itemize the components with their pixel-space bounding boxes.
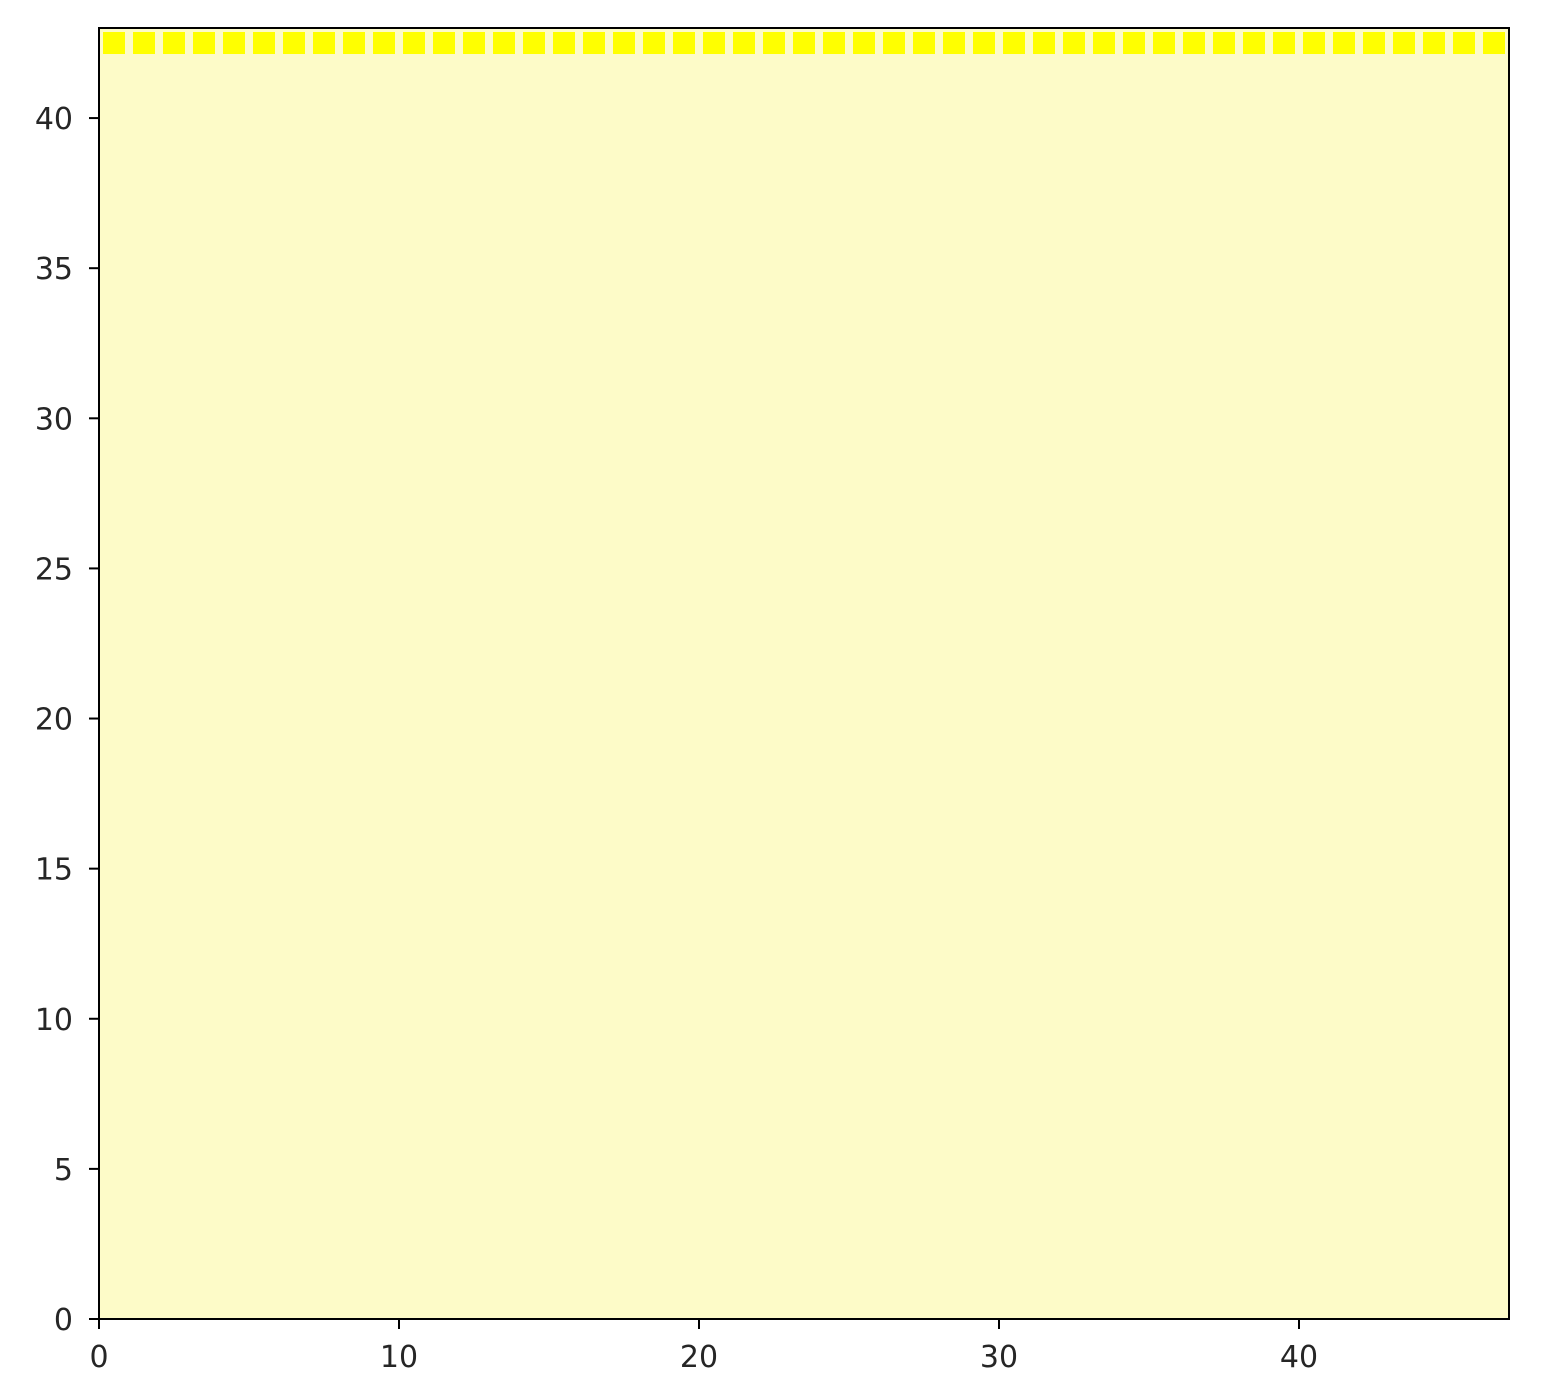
marker-point (433, 32, 455, 55)
data-markers (103, 32, 1505, 55)
y-tick-label: 30 (35, 402, 73, 437)
marker-point (553, 32, 575, 55)
y-tick-label: 0 (54, 1303, 73, 1338)
marker-point (973, 32, 995, 55)
marker-point (1213, 32, 1235, 55)
marker-point (823, 32, 845, 55)
marker-point (133, 32, 155, 55)
y-tick-label: 5 (54, 1153, 73, 1188)
plot-area-background (99, 28, 1509, 1319)
marker-point (493, 32, 515, 55)
x-tick-label: 20 (680, 1340, 718, 1375)
x-tick-label: 10 (380, 1340, 418, 1375)
marker-point (1063, 32, 1085, 55)
y-axis: 0 5 10 15 20 25 30 35 40 (35, 102, 99, 1338)
marker-point (673, 32, 695, 55)
x-tick-label: 40 (1280, 1340, 1318, 1375)
marker-point (733, 32, 755, 55)
y-tick-label: 20 (35, 703, 73, 738)
marker-point (1453, 32, 1475, 55)
marker-point (1123, 32, 1145, 55)
x-tick-label: 0 (89, 1340, 108, 1375)
marker-point (613, 32, 635, 55)
x-tick-label: 30 (980, 1340, 1018, 1375)
axes-frame (98, 27, 1510, 1320)
marker-point (1423, 32, 1445, 55)
marker-point (643, 32, 665, 55)
marker-point (523, 32, 545, 55)
marker-point (703, 32, 725, 55)
marker-point (1153, 32, 1175, 55)
marker-point (253, 32, 275, 55)
marker-point (583, 32, 605, 55)
y-tick-label: 35 (35, 252, 73, 287)
marker-point (1033, 32, 1055, 55)
marker-point (1273, 32, 1295, 55)
marker-point (943, 32, 965, 55)
y-tick-label: 25 (35, 552, 73, 587)
marker-point (1483, 32, 1505, 55)
marker-point (793, 32, 815, 55)
marker-point (1333, 32, 1355, 55)
marker-point (403, 32, 425, 55)
marker-point (1303, 32, 1325, 55)
marker-point (853, 32, 875, 55)
marker-point (1393, 32, 1415, 55)
marker-point (1093, 32, 1115, 55)
marker-point (1183, 32, 1205, 55)
marker-point (1363, 32, 1385, 55)
marker-point (163, 32, 185, 55)
marker-point (223, 32, 245, 55)
marker-point (1003, 32, 1025, 55)
marker-point (913, 32, 935, 55)
y-tick-label: 40 (35, 102, 73, 137)
marker-point (1243, 32, 1265, 55)
y-tick-label: 10 (35, 1003, 73, 1038)
marker-point (193, 32, 215, 55)
marker-point (763, 32, 785, 55)
marker-point (283, 32, 305, 55)
marker-point (103, 32, 125, 55)
marker-point (883, 32, 905, 55)
y-tick-label: 15 (35, 853, 73, 888)
marker-point (313, 32, 335, 55)
marker-point (463, 32, 485, 55)
x-axis: 0 10 20 30 40 (89, 1319, 1318, 1375)
marker-point (373, 32, 395, 55)
marker-point (343, 32, 365, 55)
